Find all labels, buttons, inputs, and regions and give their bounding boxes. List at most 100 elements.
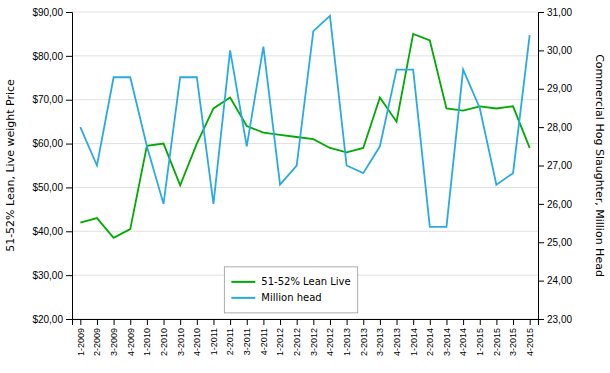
tick-mark: [66, 187, 72, 188]
tick-mark: [313, 319, 314, 325]
tick-mark: [538, 242, 544, 243]
tick: 25,00: [538, 237, 572, 248]
tick: $50,00: [32, 182, 72, 193]
tick: $70,00: [32, 94, 72, 105]
tick-label: 1-2015: [475, 328, 485, 356]
legend-item: 51-52% Lean Live: [231, 276, 350, 287]
tick: 27,00: [538, 160, 572, 171]
tick-mark: [66, 319, 72, 320]
tick-mark: [513, 319, 514, 325]
grid-line: [72, 12, 538, 13]
tick-label: 3-2011: [242, 328, 252, 355]
tick-label: 28,00: [547, 122, 572, 133]
tick-label: 2-2012: [292, 328, 302, 356]
tick: 2-2014: [425, 319, 435, 356]
tick-label: 3-2013: [375, 328, 385, 356]
tick-mark: [164, 319, 165, 325]
tick-label: 4-2013: [392, 328, 402, 356]
legend-swatch: [231, 281, 255, 283]
tick-mark: [363, 319, 364, 325]
tick-mark: [66, 56, 72, 57]
tick: 4-2009: [126, 319, 136, 356]
x-axis: 1-20092-20093-20094-20091-20102-20103-20…: [73, 319, 539, 356]
tick-mark: [538, 89, 544, 90]
tick-mark: [538, 204, 544, 205]
tick-mark: [446, 319, 447, 325]
tick-label: $30,00: [32, 270, 63, 281]
tick: 1-2013: [342, 319, 352, 356]
tick-label: 4-2010: [192, 328, 202, 356]
tick-label: 2-2015: [492, 328, 502, 356]
tick-label: 26,00: [547, 199, 572, 210]
tick: 3-2009: [109, 319, 119, 356]
tick-mark: [330, 319, 331, 325]
y2-axis: 23,0024,0025,0026,0027,0028,0029,0030,00…: [538, 7, 572, 325]
grid-line: [72, 231, 538, 232]
tick-label: 30,00: [547, 45, 572, 56]
tick-label: 3-2009: [109, 328, 119, 356]
tick: $90,00: [32, 7, 72, 18]
tick: 1-2010: [142, 319, 152, 356]
tick-label: 1-2014: [409, 328, 419, 356]
legend-label: Million head: [261, 292, 321, 303]
tick-label: 2-2010: [159, 328, 169, 356]
tick-mark: [180, 319, 181, 325]
tick-mark: [66, 275, 72, 276]
tick-mark: [538, 319, 544, 320]
tick-mark: [413, 319, 414, 325]
tick-mark: [197, 319, 198, 325]
legend-item: Million head: [231, 292, 321, 303]
tick: 1-2011: [209, 319, 219, 355]
tick-label: 1-2013: [342, 328, 352, 356]
tick-mark: [463, 319, 464, 325]
tick: 26,00: [538, 199, 572, 210]
tick: 4-2011: [259, 319, 269, 355]
tick-mark: [66, 12, 72, 13]
tick-label: $80,00: [32, 51, 63, 62]
tick: 2-2010: [159, 319, 169, 356]
tick-mark: [347, 319, 348, 325]
y-axis: $20,00$30,00$40,00$50,00$60,00$70,00$80,…: [32, 7, 72, 325]
tick: 4-2010: [192, 319, 202, 356]
tick-label: 4-2009: [126, 328, 136, 356]
tick-mark: [80, 319, 81, 325]
tick: 28,00: [538, 122, 572, 133]
grid-line: [72, 187, 538, 188]
tick-label: 3-2012: [309, 328, 319, 356]
tick-label: 3-2014: [442, 328, 452, 356]
tick-label: 1-2010: [142, 328, 152, 356]
tick: 4-2012: [325, 319, 335, 356]
tick-label: 24,00: [547, 275, 572, 286]
tick-mark: [538, 50, 544, 51]
tick: $40,00: [32, 226, 72, 237]
tick: 23,00: [538, 314, 572, 325]
tick: 4-2015: [525, 319, 535, 356]
plot: 1-20092-20093-20094-20091-20102-20103-20…: [4, 7, 606, 356]
tick-mark: [66, 100, 72, 101]
tick: 3-2015: [508, 319, 518, 356]
tick-label: 2-2013: [359, 328, 369, 356]
tick-label: $50,00: [32, 182, 63, 193]
tick-label: 4-2012: [325, 328, 335, 356]
tick: 1-2014: [409, 319, 419, 356]
tick-mark: [538, 166, 544, 167]
tick-mark: [130, 319, 131, 325]
tick-mark: [66, 231, 72, 232]
line: [80, 34, 529, 238]
tick-label: 3-2015: [508, 328, 518, 356]
tick-label: $70,00: [32, 94, 63, 105]
tick-label: $90,00: [32, 7, 63, 18]
tick-mark: [480, 319, 481, 325]
chart: 1-20092-20093-20094-20091-20102-20103-20…: [0, 0, 610, 373]
tick: $80,00: [32, 51, 72, 62]
legend: 51-52% Lean Live Million head: [224, 267, 357, 313]
axis-line: [539, 13, 545, 320]
tick-mark: [66, 144, 72, 145]
tick: $60,00: [32, 138, 72, 149]
tick-mark: [247, 319, 248, 325]
tick-mark: [114, 319, 115, 325]
tick: 3-2013: [375, 319, 385, 356]
tick-mark: [538, 281, 544, 282]
tick-mark: [538, 12, 544, 13]
y2-axis-title: Commercial Hog Slaughter, Million Head: [593, 54, 606, 277]
